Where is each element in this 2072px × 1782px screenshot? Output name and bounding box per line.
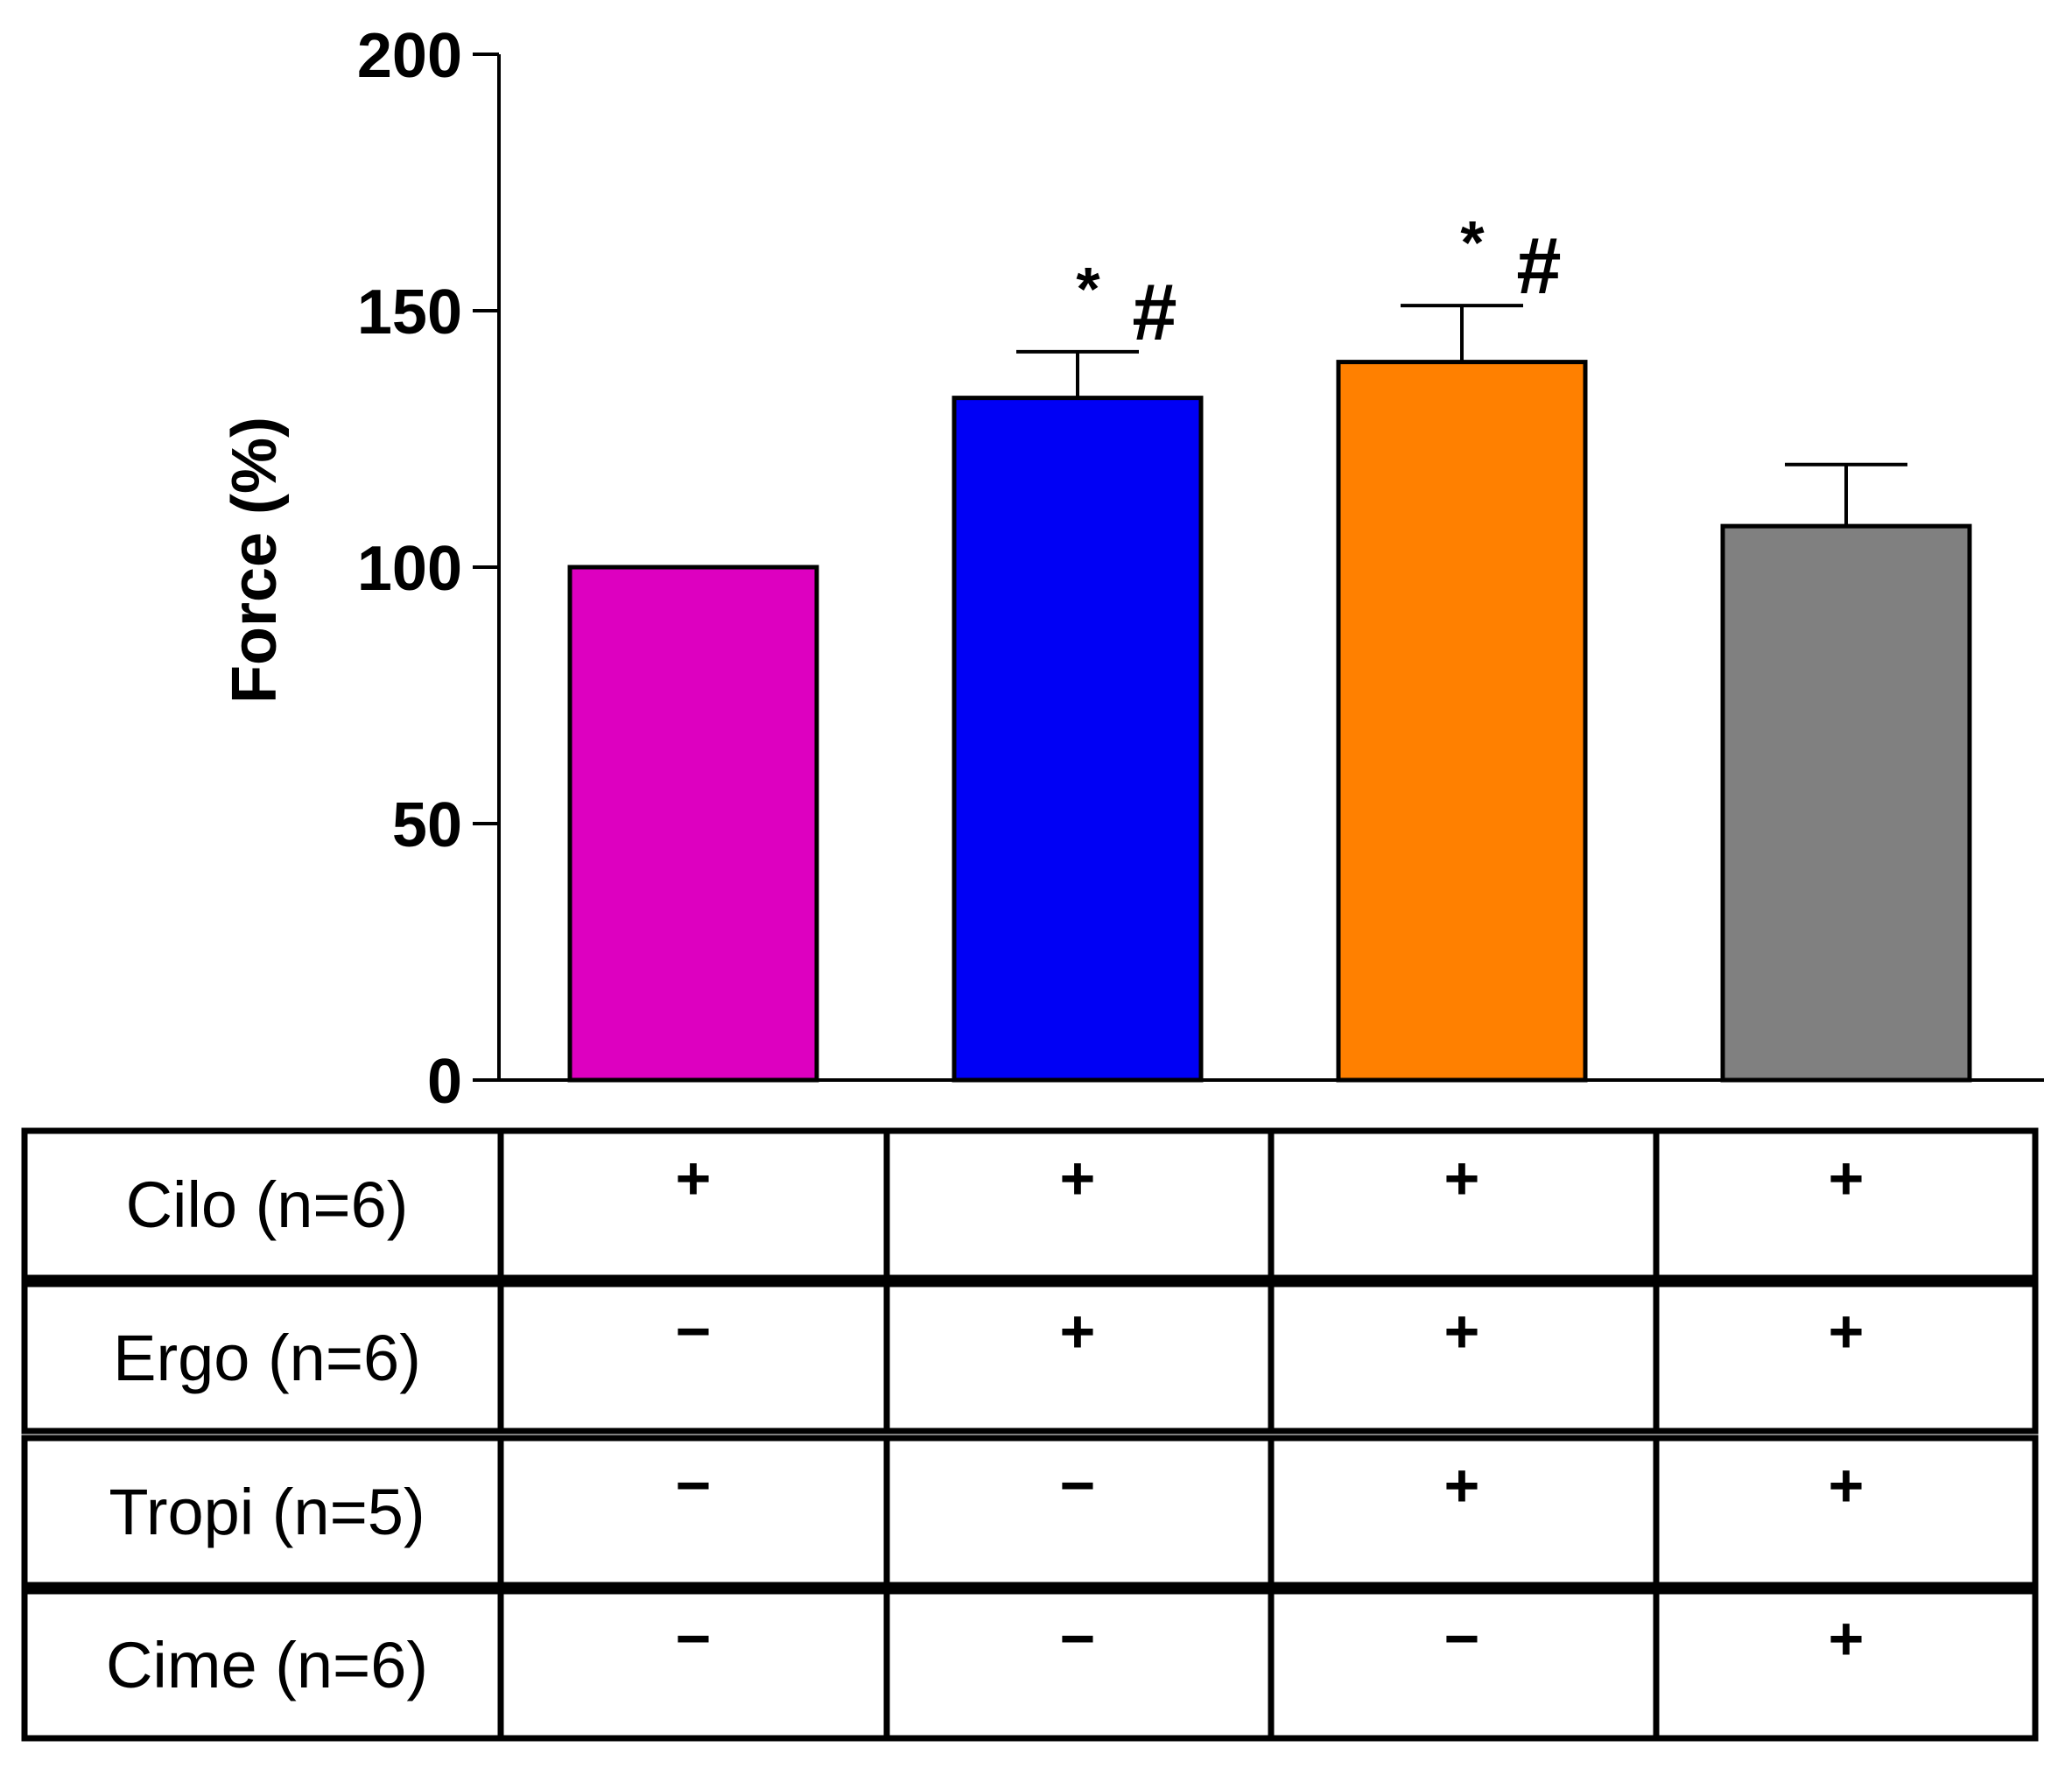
table-cell-mark: − — [676, 1451, 712, 1519]
significance-star: * — [1460, 208, 1485, 277]
significance-hash: # — [1516, 221, 1561, 311]
table-cell — [883, 1127, 1275, 1281]
treatment-table: Cilo (n=6) + + + + Ergo (n=6) − + + + Tropi (n=5) −… — [21, 1127, 2039, 1742]
table-cell-mark: + — [1829, 1604, 1865, 1673]
significance-star: * — [1076, 255, 1100, 323]
table-cell-mark: + — [1444, 1297, 1480, 1365]
table-row-label: Ergo (n=6) — [113, 1322, 421, 1394]
table-cell — [1653, 1435, 2039, 1589]
table-cell — [497, 1588, 890, 1742]
bar — [567, 565, 819, 1083]
y-tick-label: 0 — [427, 1047, 462, 1117]
table-label-cell — [21, 1588, 504, 1742]
table-cell-mark: − — [1060, 1451, 1096, 1519]
table-cell-mark: + — [676, 1144, 712, 1212]
table-label-cell — [21, 1280, 504, 1435]
table-cell-mark: − — [1444, 1604, 1480, 1673]
bar — [1336, 360, 1588, 1083]
y-tick-label: 200 — [357, 21, 462, 91]
table-cell — [497, 1127, 890, 1281]
table-cell — [1268, 1280, 1660, 1435]
table-label-cell — [21, 1435, 504, 1589]
table-cell — [1268, 1127, 1660, 1281]
table-cell — [1653, 1127, 2039, 1281]
annotations: * # * # — [1076, 208, 1561, 357]
table-cell — [1653, 1588, 2039, 1742]
table-cell — [1653, 1280, 2039, 1435]
table-cell-mark: + — [1060, 1144, 1096, 1212]
table-cell-mark: + — [1444, 1451, 1480, 1519]
table-cell-mark: + — [1829, 1451, 1865, 1519]
table-cell-mark: − — [1060, 1604, 1096, 1673]
bar — [1720, 523, 1972, 1083]
table-cell-mark: − — [676, 1604, 712, 1673]
table-cell-mark: + — [1060, 1297, 1096, 1365]
table-cell-mark: + — [1829, 1297, 1865, 1365]
table-cell — [1268, 1435, 1660, 1589]
table-row-label: Tropi (n=5) — [109, 1476, 425, 1548]
y-tick-label: 50 — [392, 790, 462, 860]
bars — [567, 304, 1972, 1083]
bar — [952, 396, 1204, 1083]
y-tick-label: 100 — [357, 534, 462, 604]
significance-hash: # — [1132, 268, 1176, 357]
table-label-cell — [21, 1127, 504, 1281]
table-cell — [883, 1588, 1275, 1742]
table-row-label: Cime (n=6) — [106, 1629, 428, 1701]
y-tick-label: 150 — [357, 277, 462, 347]
table-cell-mark: + — [1444, 1144, 1480, 1212]
table-cell — [883, 1280, 1275, 1435]
y-axis-label: Force (%) — [220, 417, 290, 704]
axes: 0 50 100 150 200 — [357, 21, 2044, 1117]
table-row-label: Cilo (n=6) — [126, 1168, 409, 1241]
table-cell-mark: + — [1829, 1144, 1865, 1212]
table-cell-mark: − — [676, 1297, 712, 1365]
